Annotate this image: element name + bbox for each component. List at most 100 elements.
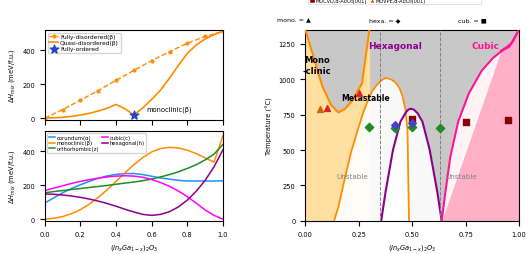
Fully-disordered(β) [220,31,226,34]
corundum(α) [69,187,75,190]
Polygon shape [442,30,519,221]
Quasi-disordered(β) [149,99,155,102]
monoclinic(β) [211,161,217,164]
corundum(α) [104,175,110,178]
Legend: Fully-disordered(β), Quasi-disordered(β), Fully-ordered: Fully-disordered(β), Quasi-disordered(β)… [48,33,121,54]
Line: orthorhombic(z): orthorhombic(z) [45,145,223,193]
Point [323,106,331,110]
Legend: PLD,α-Al₂O₃(001), MOCVD,α-Al₂O₃[001], CCS-PLD,α-Al₂O₃(001), MOVPE,α-Al₂O₃(001), : PLD,α-Al₂O₃(001), MOCVD,α-Al₂O₃[001], CC… [308,0,481,5]
hexagonal(h) [60,194,66,197]
Quasi-disordered(β) [202,38,208,41]
cubic(c) [167,185,173,188]
corundum(α) [77,183,84,186]
monoclinic(β) [104,189,110,192]
Quasi-disordered(β) [193,44,199,47]
monoclinic(β) [140,156,146,160]
hexagonal(h) [158,213,164,216]
monoclinic(β) [42,218,48,221]
orthorhombic(z) [95,185,101,188]
Text: monoclinic(β): monoclinic(β) [147,106,192,113]
hexagonal(h) [167,210,173,213]
Line: corundum(α): corundum(α) [45,174,223,203]
Point [391,123,399,127]
Legend: corundum(α), monoclinic(β), orthorhombic(z), cubic(c), hexagonal(h): corundum(α), monoclinic(β), orthorhombic… [47,134,147,153]
hexagonal(h) [69,195,75,198]
corundum(α) [193,180,199,183]
Quasi-disordered(β) [140,107,146,110]
Polygon shape [334,78,409,221]
orthorhombic(z) [113,183,119,186]
Text: Unstable: Unstable [445,174,477,180]
Text: Metastable: Metastable [341,94,389,103]
cubic(c) [51,187,57,190]
hexagonal(h) [104,202,110,205]
Text: Cubic: Cubic [472,42,500,51]
Fully-disordered(β) [42,117,48,120]
corundum(α) [60,192,66,195]
Text: Mono
-clinic: Mono -clinic [302,56,331,75]
corundum(α) [131,172,137,175]
hexagonal(h) [42,193,48,196]
orthorhombic(z) [175,171,182,174]
corundum(α) [140,173,146,176]
cubic(c) [149,178,155,181]
corundum(α) [158,177,164,180]
Y-axis label: $\Delta H_{mix}$ (meV/f.u.): $\Delta H_{mix}$ (meV/f.u.) [7,149,17,203]
Line: monoclinic(β): monoclinic(β) [45,136,223,219]
Quasi-disordered(β) [69,115,75,118]
hexagonal(h) [175,205,182,209]
monoclinic(β) [77,208,84,211]
X-axis label: $(In_xGa_{1-x})_2O_3$: $(In_xGa_{1-x})_2O_3$ [388,242,436,252]
monoclinic(β) [113,180,119,183]
monoclinic(β) [175,147,182,150]
Quasi-disordered(β) [86,112,93,115]
monoclinic(β) [51,217,57,220]
Fully-disordered(β) [95,90,101,93]
Fully-disordered(β) [60,109,66,112]
Fully-disordered(β) [113,80,119,83]
corundum(α) [167,178,173,181]
Point [504,119,513,123]
cubic(c) [175,190,182,193]
Y-axis label: $\Delta H_{mix}$ (meV/f.u.): $\Delta H_{mix}$ (meV/f.u.) [7,48,17,103]
corundum(α) [220,180,226,183]
Polygon shape [305,30,369,221]
cubic(c) [113,175,119,178]
hexagonal(h) [131,211,137,214]
hexagonal(h) [86,198,93,201]
cubic(c) [193,202,199,205]
hexagonal(h) [149,214,155,217]
hexagonal(h) [140,213,146,216]
hexagonal(h) [51,193,57,196]
Quasi-disordered(β) [175,65,182,68]
orthorhombic(z) [167,173,173,176]
Fully-disordered(β) [184,42,190,45]
corundum(α) [202,180,208,183]
Quasi-disordered(β) [95,110,101,113]
orthorhombic(z) [60,189,66,192]
hexagonal(h) [220,149,226,152]
monoclinic(β) [193,152,199,155]
corundum(α) [51,197,57,200]
corundum(α) [86,180,93,183]
cubic(c) [158,181,164,184]
Text: Unstable: Unstable [336,174,368,180]
corundum(α) [122,172,128,175]
cubic(c) [220,218,226,221]
hexagonal(h) [193,190,199,193]
monoclinic(β) [60,215,66,218]
monoclinic(β) [202,157,208,160]
Fully-disordered(β) [77,99,84,102]
Quasi-disordered(β) [220,31,226,34]
Point [408,122,416,126]
Point [391,126,399,131]
Line: Quasi-disordered(β): Quasi-disordered(β) [45,32,223,119]
corundum(α) [113,173,119,176]
orthorhombic(z) [69,188,75,191]
Quasi-disordered(β) [211,34,217,37]
orthorhombic(z) [220,143,226,146]
Quasi-disordered(β) [131,114,137,117]
Polygon shape [442,30,519,221]
Quasi-disordered(β) [167,77,173,80]
monoclinic(β) [184,149,190,152]
